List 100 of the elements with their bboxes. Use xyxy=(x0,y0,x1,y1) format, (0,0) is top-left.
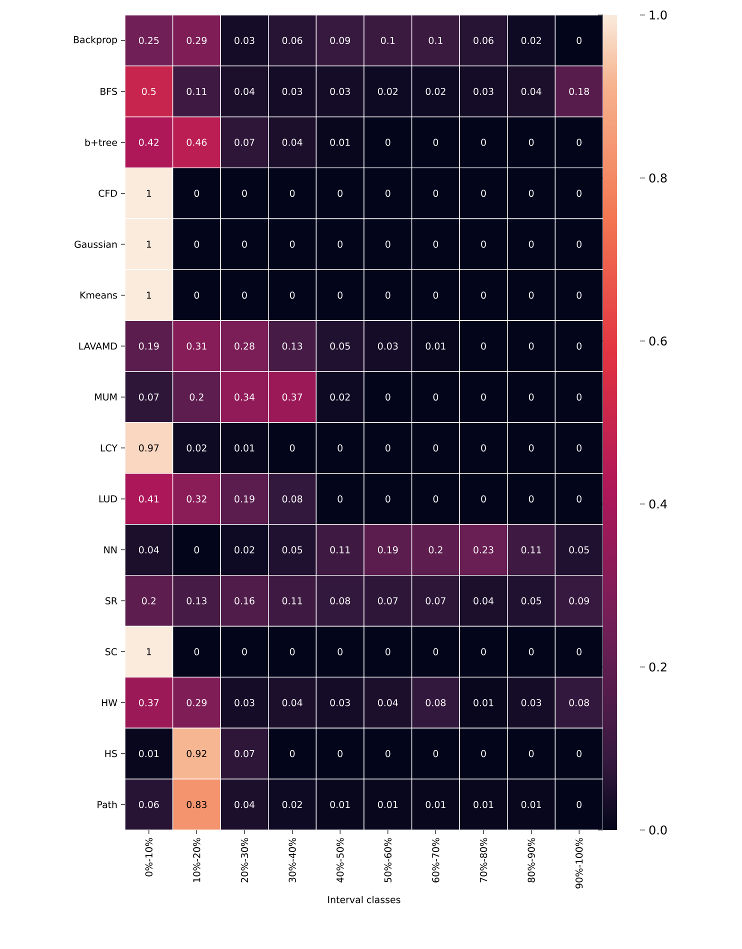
data-label: 0.28 xyxy=(234,342,254,350)
data-label: 0.11 xyxy=(521,546,541,554)
data-label: 0 xyxy=(194,648,200,656)
y-tick-label: b+tree xyxy=(85,138,117,146)
data-label: 0.08 xyxy=(282,495,302,502)
data-label: 0.25 xyxy=(138,36,159,44)
data-label: 0.01 xyxy=(426,800,446,808)
data-label: 0.04 xyxy=(521,88,542,95)
data-label: 0 xyxy=(242,190,247,197)
data-label: 0 xyxy=(481,292,486,299)
y-tick-label: LAVAMD xyxy=(79,342,117,350)
data-label: 0.1 xyxy=(428,36,442,44)
data-label: 0.31 xyxy=(186,342,206,350)
data-label: 0.08 xyxy=(569,699,589,706)
data-label: 0.01 xyxy=(474,800,494,808)
data-label: 0 xyxy=(386,495,390,502)
data-label: 0.18 xyxy=(569,88,589,95)
data-label: 0 xyxy=(338,240,342,248)
data-label: 0 xyxy=(386,138,390,146)
x-tick-label: 70%-80% xyxy=(480,838,488,882)
y-tick-label: LCY xyxy=(100,444,118,452)
data-label: 0.23 xyxy=(474,546,494,554)
data-label: 0 xyxy=(528,190,534,197)
data-label: 0.07 xyxy=(234,750,254,758)
data-label: 0.03 xyxy=(521,699,542,706)
data-label: 0 xyxy=(576,190,582,197)
data-label: 0 xyxy=(242,292,247,299)
data-label: 0 xyxy=(528,292,534,299)
data-label: 0 xyxy=(290,750,295,758)
data-label: 0 xyxy=(576,648,582,656)
data-label: 0.01 xyxy=(378,800,398,808)
data-label: 0 xyxy=(386,648,390,656)
y-tick-label: Backprop xyxy=(74,36,117,46)
x-tick-label: 20%-30% xyxy=(240,838,248,882)
data-label: 0 xyxy=(386,444,390,452)
y-tick-label: NN xyxy=(104,546,117,554)
data-label: 0.19 xyxy=(234,495,254,502)
data-label: 0 xyxy=(386,393,390,401)
data-label: 1 xyxy=(146,292,152,299)
data-label: 0 xyxy=(338,444,342,452)
data-label: 0.09 xyxy=(569,597,589,604)
data-label: 0.01 xyxy=(330,800,350,808)
data-label: 0.97 xyxy=(138,444,159,452)
y-tick-label: SC xyxy=(105,648,117,656)
x-tick-label: 40%-50% xyxy=(336,838,344,883)
data-label: 0.02 xyxy=(186,444,206,452)
data-label: 0 xyxy=(481,138,486,146)
data-label: 0.1 xyxy=(381,36,395,44)
data-label: 0.19 xyxy=(378,546,398,554)
y-tick-label: HS xyxy=(105,750,117,758)
data-label: 0.19 xyxy=(138,342,159,350)
data-label: 0 xyxy=(528,444,534,452)
color-bar-label: 0.4 xyxy=(649,499,667,509)
data-label: 0 xyxy=(338,292,342,299)
y-tick-label: Gaussian xyxy=(74,240,117,248)
data-label: 0 xyxy=(290,648,295,656)
color-bar-label: 1.0 xyxy=(650,10,667,20)
data-label: 0.46 xyxy=(186,138,207,146)
x-tick-label: 80%-90% xyxy=(528,838,535,882)
data-label: 0 xyxy=(433,138,438,146)
data-label: 0.05 xyxy=(330,342,350,350)
data-label: 0.01 xyxy=(426,342,446,350)
data-label: 0.02 xyxy=(234,546,254,554)
data-label: 0 xyxy=(242,648,247,656)
data-label: 0 xyxy=(528,138,534,146)
data-label: 0.03 xyxy=(378,342,398,350)
data-label: 0 xyxy=(528,342,534,350)
data-label: 0.16 xyxy=(234,597,254,604)
data-label: 0 xyxy=(576,138,582,146)
data-label: 0.06 xyxy=(138,800,159,808)
data-label: 0 xyxy=(290,240,295,248)
data-label: 0 xyxy=(433,444,438,452)
data-label: 0 xyxy=(433,495,438,502)
data-label: 0.01 xyxy=(521,800,541,808)
x-tick-label: 0%-10% xyxy=(145,838,152,876)
y-tick-label: Path xyxy=(98,800,117,808)
data-label: 0 xyxy=(290,292,295,299)
data-label: 0.13 xyxy=(186,597,206,604)
data-label: 0.2 xyxy=(142,597,156,604)
color-bar-label: 0.2 xyxy=(649,662,666,672)
x-tick-label: 30%-40% xyxy=(288,838,296,882)
data-label: 0.05 xyxy=(521,597,542,604)
data-label: 0 xyxy=(576,750,582,758)
data-label: 0.37 xyxy=(282,393,302,401)
data-label: 0 xyxy=(528,495,534,502)
data-label: 0.92 xyxy=(186,750,206,758)
y-tick-label: LUD xyxy=(99,495,117,502)
data-label: 0 xyxy=(481,190,486,197)
x-tick-label: 60%-70% xyxy=(432,838,440,882)
data-label: 0.02 xyxy=(426,88,446,95)
data-label: 1 xyxy=(146,240,152,248)
data-label: 0.07 xyxy=(426,597,446,604)
color-bar-label: 0.6 xyxy=(649,336,667,346)
data-label: 0 xyxy=(290,190,295,197)
data-label: 0.04 xyxy=(282,699,302,706)
data-label: 0.03 xyxy=(474,88,494,95)
data-label: 0.11 xyxy=(186,88,206,95)
data-label: 0.29 xyxy=(186,699,207,706)
data-label: 0 xyxy=(194,292,200,299)
data-label: 0.07 xyxy=(378,597,398,604)
